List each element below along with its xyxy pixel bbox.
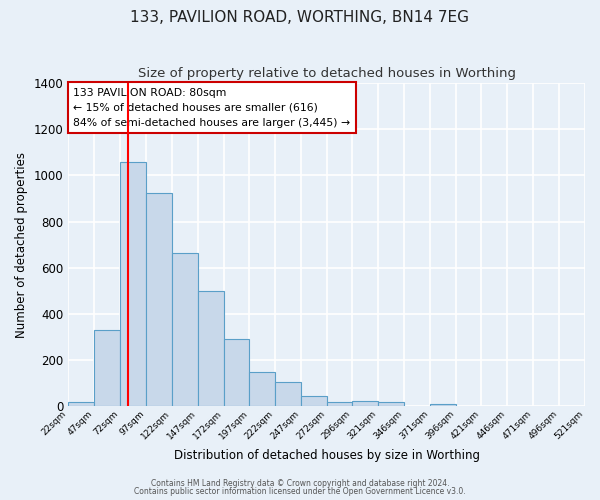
Bar [224,340,250,406]
Bar [68,402,94,406]
Text: 133 PAVILION ROAD: 80sqm
← 15% of detached houses are smaller (616)
84% of semi-: 133 PAVILION ROAD: 80sqm ← 15% of detach… [73,88,350,128]
Text: Contains HM Land Registry data © Crown copyright and database right 2024.: Contains HM Land Registry data © Crown c… [151,478,449,488]
Bar [327,402,352,406]
Text: 133, PAVILION ROAD, WORTHING, BN14 7EG: 133, PAVILION ROAD, WORTHING, BN14 7EG [131,10,470,25]
Bar [301,396,327,406]
Bar [172,253,197,406]
Bar [275,382,301,406]
Bar [430,404,455,406]
Bar [378,402,404,406]
Bar [352,400,378,406]
Bar [120,162,146,406]
Bar [94,330,120,406]
Bar [250,372,275,406]
Text: Contains public sector information licensed under the Open Government Licence v3: Contains public sector information licen… [134,487,466,496]
Title: Size of property relative to detached houses in Worthing: Size of property relative to detached ho… [137,68,515,80]
Bar [197,291,224,406]
X-axis label: Distribution of detached houses by size in Worthing: Distribution of detached houses by size … [173,450,479,462]
Bar [146,192,172,406]
Y-axis label: Number of detached properties: Number of detached properties [15,152,28,338]
